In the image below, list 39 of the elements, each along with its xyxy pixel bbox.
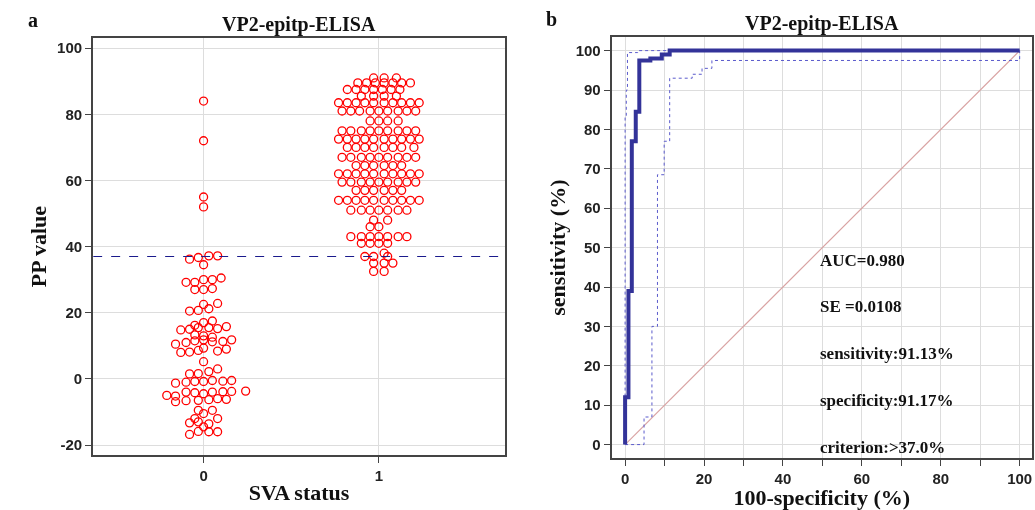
annotation: AUC=0.980 (820, 251, 905, 270)
y-tick-label: -20 (60, 436, 83, 454)
y-tick-label: 90 (584, 81, 601, 99)
x-axis-title: SVA status (248, 480, 350, 506)
annotation: SE =0.0108 (820, 297, 902, 316)
y-tick-label: 50 (584, 238, 601, 256)
y-tick-label: 60 (584, 199, 601, 217)
x-tick-label: 0 (620, 469, 630, 487)
y-tick-label: 80 (65, 105, 83, 123)
y-axis-title: PP value (26, 205, 52, 288)
y-tick-label: 80 (584, 120, 601, 138)
annotation: specificity:91.17% (820, 391, 954, 410)
annotation: criterion:>37.0% (820, 438, 946, 457)
chart-title: VP2-epitp-ELISA (222, 13, 376, 36)
x-tick-label: 0 (199, 466, 208, 484)
y-tick-label: 40 (584, 278, 601, 296)
y-tick-label: 60 (65, 171, 83, 189)
y-tick-label: 40 (65, 237, 83, 255)
y-tick-label: 100 (575, 41, 601, 59)
x-tick-label: 40 (774, 469, 792, 487)
x-axis-title: 100-specificity (%) (733, 485, 911, 510)
y-tick-label: 100 (57, 39, 83, 57)
annotation: sensitivity:91.13% (820, 344, 954, 363)
y-tick-label: 20 (584, 357, 601, 375)
x-tick-label: 20 (695, 469, 713, 487)
y-tick-label: 30 (584, 317, 601, 335)
y-tick-label: 0 (73, 370, 83, 388)
x-tick-label: 100 (1007, 469, 1033, 487)
text: b (546, 8, 558, 30)
y-axis-title: sensitivity (%) (544, 179, 570, 316)
y-tick-label: 20 (65, 303, 83, 321)
y-tick-label: 0 (592, 435, 601, 453)
x-tick-label: 1 (374, 466, 384, 484)
x-tick-label: 80 (932, 469, 950, 487)
y-tick-label: 70 (584, 160, 601, 178)
text: a (28, 9, 38, 31)
x-tick-label: 60 (853, 469, 871, 487)
chart-title: VP2-epitp-ELISA (745, 12, 899, 35)
y-tick-label: 10 (584, 396, 601, 414)
